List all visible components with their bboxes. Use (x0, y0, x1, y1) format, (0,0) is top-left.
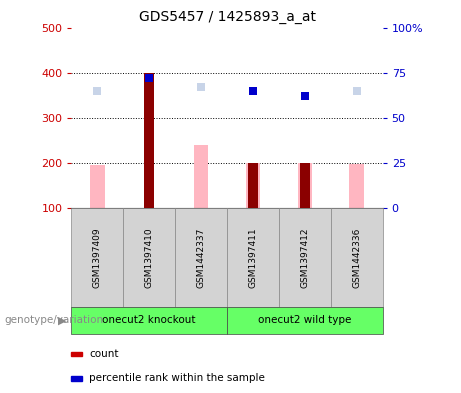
Bar (331, 208, 383, 307)
Bar (246, 163, 260, 208)
Bar (71, 307, 227, 334)
Text: genotype/variation: genotype/variation (5, 315, 104, 325)
Text: GSM1397409: GSM1397409 (93, 227, 102, 288)
Bar (144, 73, 154, 208)
Bar (124, 208, 175, 307)
Bar (90, 165, 105, 208)
Bar (298, 163, 312, 208)
Bar (194, 145, 208, 208)
Bar (248, 163, 258, 208)
Text: GSM1442336: GSM1442336 (352, 227, 361, 288)
Bar (71, 376, 82, 381)
Text: count: count (89, 349, 119, 359)
Bar (175, 208, 227, 307)
Bar (71, 208, 124, 307)
Text: GSM1442337: GSM1442337 (196, 227, 206, 288)
Text: GSM1397410: GSM1397410 (145, 227, 154, 288)
Bar (349, 164, 364, 208)
Text: percentile rank within the sample: percentile rank within the sample (89, 373, 265, 383)
Bar (71, 351, 82, 356)
Bar (227, 208, 279, 307)
Text: GSM1397412: GSM1397412 (300, 227, 309, 288)
Text: ▶: ▶ (58, 315, 66, 325)
Title: GDS5457 / 1425893_a_at: GDS5457 / 1425893_a_at (139, 10, 315, 24)
Bar (279, 208, 331, 307)
Text: onecut2 wild type: onecut2 wild type (258, 315, 352, 325)
Bar (300, 163, 310, 208)
Text: GSM1397411: GSM1397411 (248, 227, 258, 288)
Text: onecut2 knockout: onecut2 knockout (102, 315, 196, 325)
Bar (227, 307, 383, 334)
